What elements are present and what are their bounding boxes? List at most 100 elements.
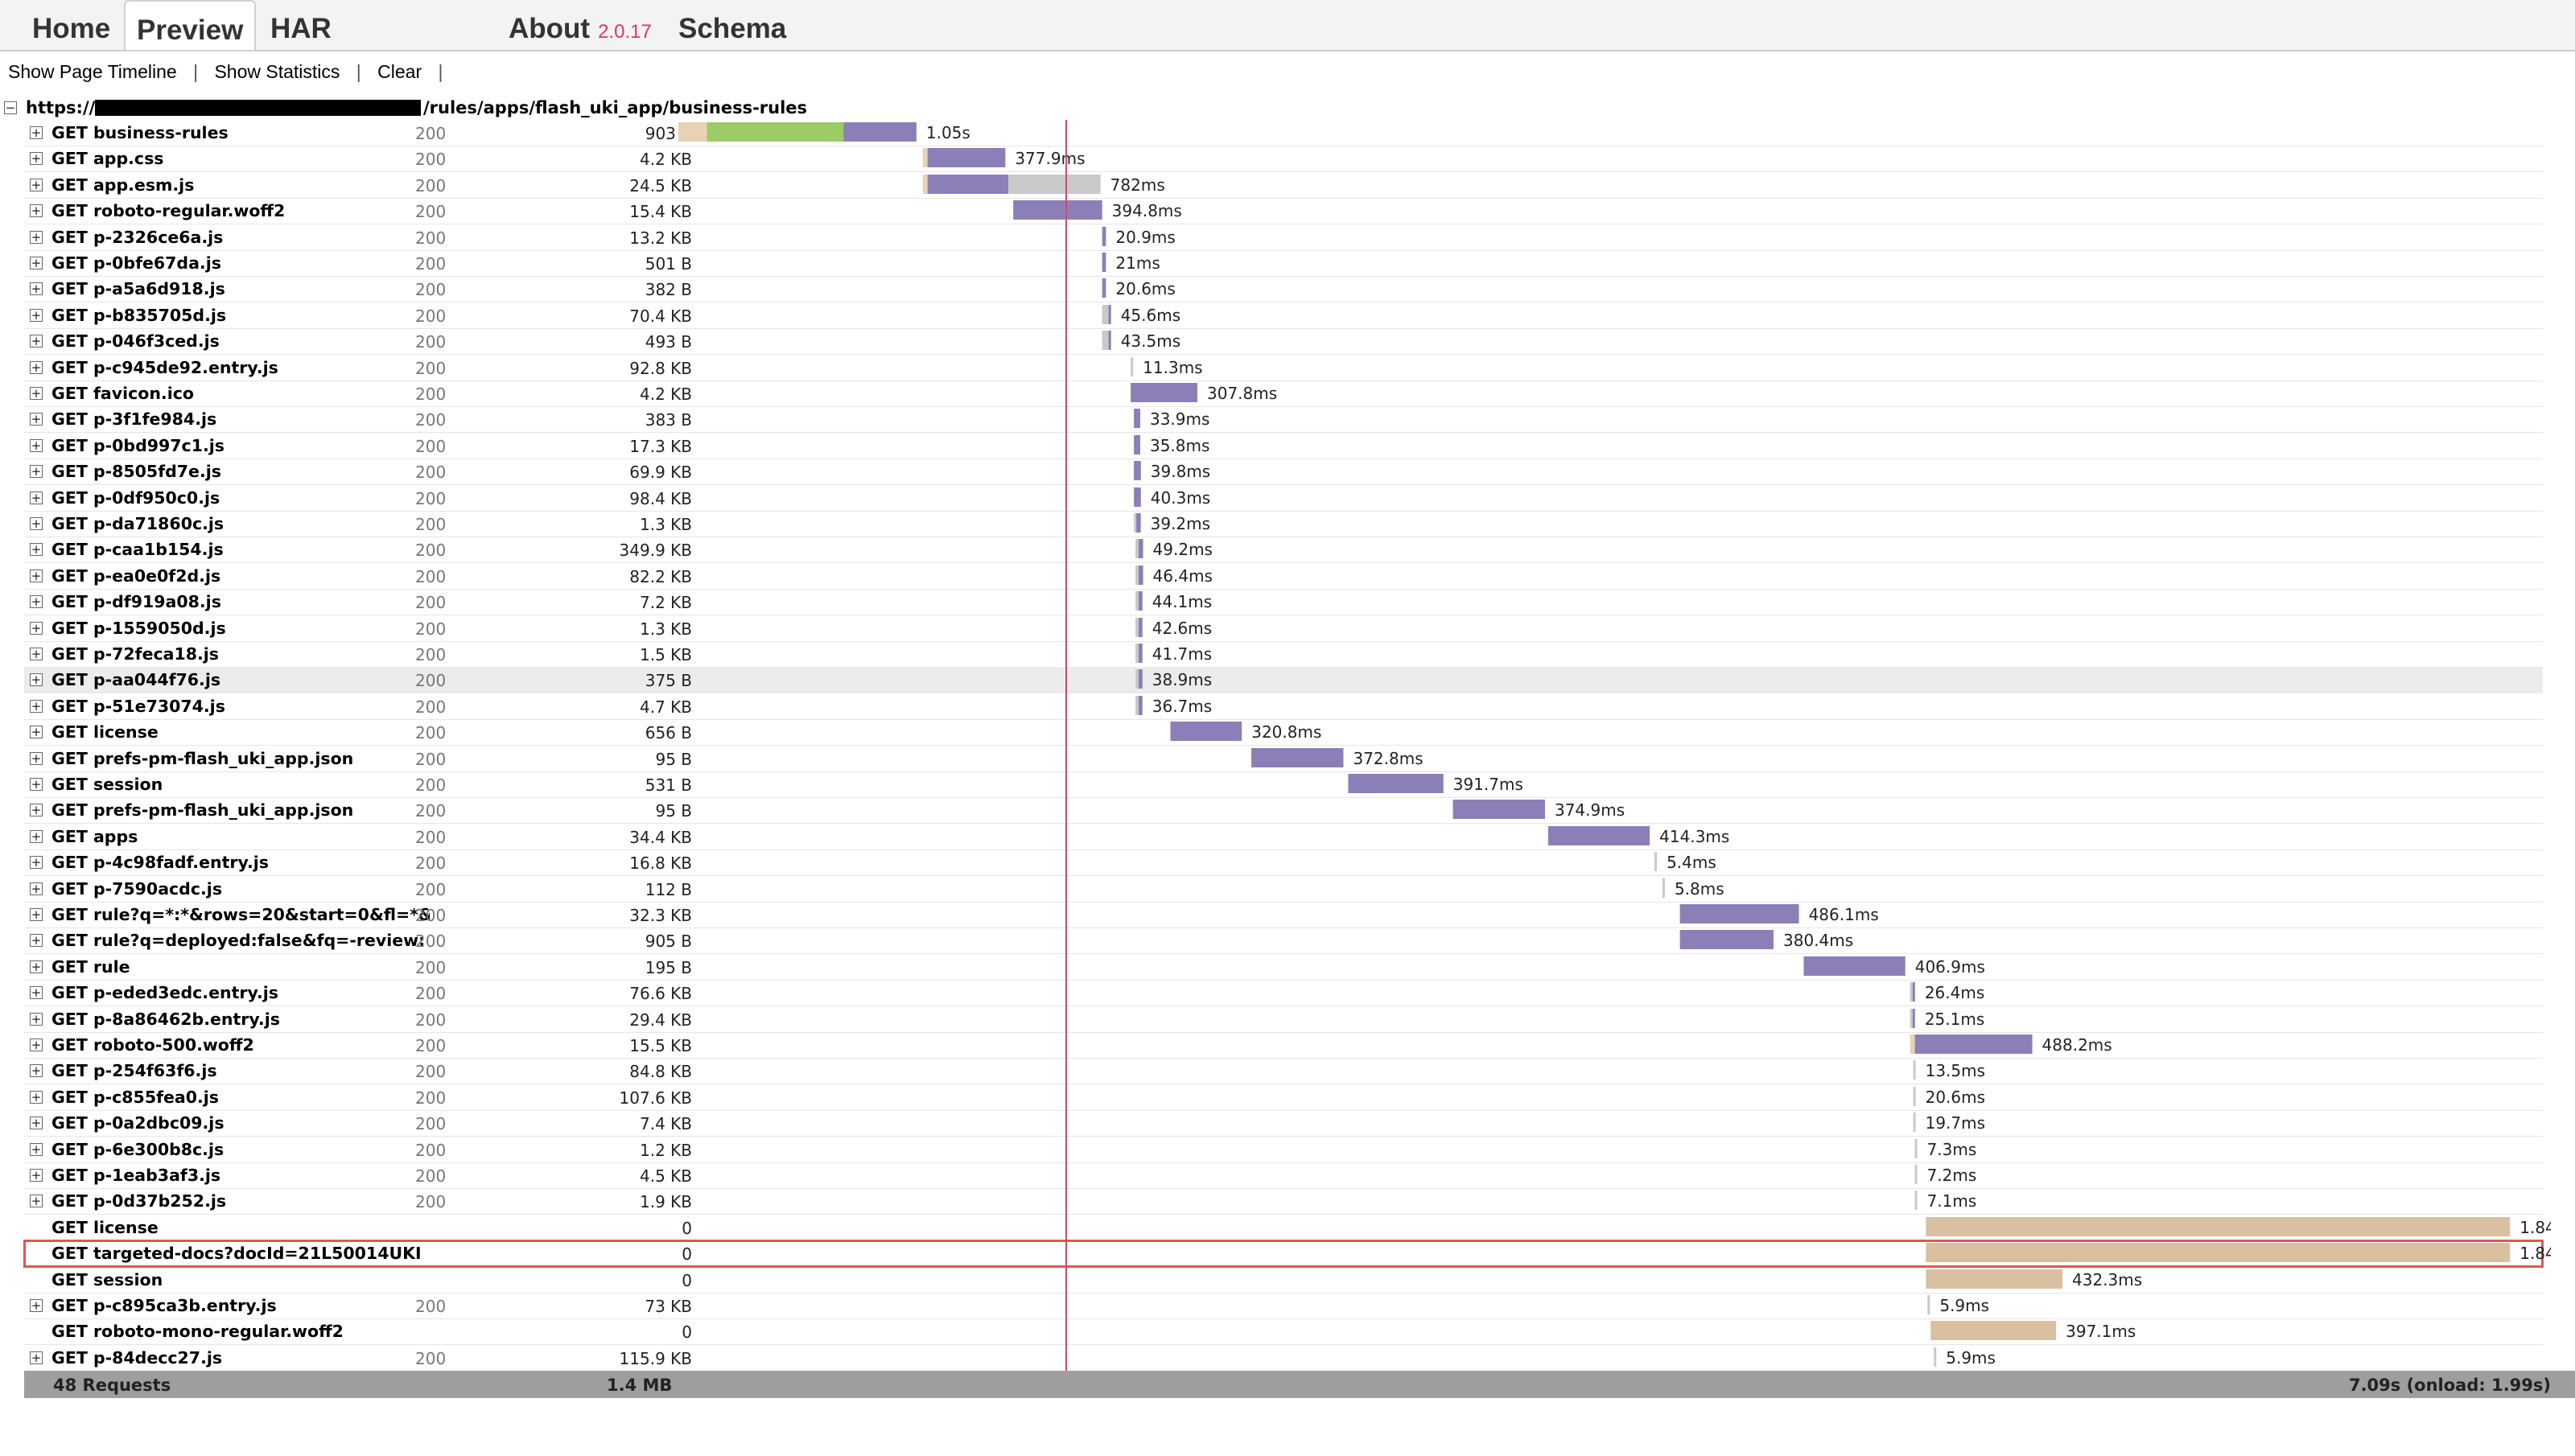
tab-preview[interactable]: Preview: [124, 0, 257, 50]
request-row[interactable]: + GET rule 200 195 B 406.9ms: [24, 954, 2543, 981]
request-row[interactable]: + GET p-254f63f6.js 200 84.8 KB 13.5ms: [24, 1058, 2543, 1085]
show-page-timeline-link[interactable]: Show Page Timeline: [8, 61, 177, 82]
request-row[interactable]: + GET apps 200 34.4 KB 414.3ms: [24, 824, 2543, 850]
request-row[interactable]: + GET p-caa1b154.js 200 349.9 KB 49.2ms: [24, 537, 2543, 564]
request-row[interactable]: GET targeted-docs?docId=21L50014UKI 0 1.84…: [23, 1240, 2551, 1269]
request-row[interactable]: + GET p-6e300b8c.js 200 1.2 KB 7.3ms: [24, 1137, 2543, 1163]
expand-icon[interactable]: +: [30, 125, 43, 140]
expand-icon[interactable]: +: [30, 594, 43, 610]
request-row[interactable]: + GET p-8a86462b.entry.js 200 29.4 KB 25.1ms: [24, 1006, 2543, 1033]
request-row[interactable]: + GET p-046f3ced.js 200 493 B 43.5ms: [24, 328, 2543, 356]
expand-icon[interactable]: +: [30, 334, 43, 349]
request-row[interactable]: + GET p-1eab3af3.js 200 4.5 KB 7.2ms: [24, 1162, 2543, 1189]
expand-icon[interactable]: +: [30, 412, 43, 427]
expand-icon[interactable]: +: [30, 516, 43, 531]
tab-home[interactable]: Home: [32, 13, 111, 44]
expand-icon[interactable]: +: [30, 464, 43, 479]
expand-icon[interactable]: +: [30, 1194, 43, 1209]
request-row[interactable]: + GET p-0a2dbc09.js 200 7.4 KB 19.7ms: [24, 1110, 2543, 1137]
expand-icon[interactable]: +: [30, 620, 43, 635]
expand-icon[interactable]: +: [30, 933, 43, 948]
request-row[interactable]: + GET p-7590acdc.js 200 112 B 5.8ms: [24, 876, 2543, 903]
expand-icon[interactable]: +: [30, 256, 43, 270]
request-row[interactable]: + GET p-84decc27.js 200 115.9 KB 5.9ms: [24, 1345, 2543, 1372]
expand-icon[interactable]: +: [30, 985, 43, 1001]
collapse-icon[interactable]: −: [4, 101, 17, 115]
expand-icon[interactable]: +: [30, 751, 43, 766]
request-row[interactable]: + GET p-4c98fadf.entry.js 200 16.8 KB 5.4ms: [24, 849, 2543, 877]
request-row[interactable]: + GET p-c855fea0.js 200 107.6 KB 20.6ms: [24, 1084, 2543, 1111]
request-row[interactable]: GET session 0 432.3ms: [24, 1267, 2543, 1294]
request-row[interactable]: + GET p-0bfe67da.js 200 501 B 21ms: [24, 250, 2543, 277]
clear-link[interactable]: Clear: [377, 61, 422, 82]
request-row[interactable]: + GET app.css 200 4.2 KB 377.9ms: [24, 146, 2543, 173]
request-row[interactable]: + GET p-72feca18.js 200 1.5 KB 41.7ms: [24, 641, 2543, 668]
request-row[interactable]: GET license 0 1.84s: [24, 1215, 2551, 1241]
request-row[interactable]: + GET p-ea0e0f2d.js 200 82.2 KB 46.4ms: [24, 563, 2543, 590]
expand-icon[interactable]: +: [30, 1298, 43, 1313]
expand-icon[interactable]: +: [30, 881, 43, 896]
expand-icon[interactable]: +: [30, 1089, 43, 1104]
request-row[interactable]: GET roboto-mono-regular.woff2 0 397.1ms: [24, 1318, 2543, 1346]
expand-icon[interactable]: +: [30, 229, 43, 245]
expand-icon[interactable]: +: [30, 777, 43, 792]
expand-icon[interactable]: +: [30, 542, 43, 557]
request-row[interactable]: + GET p-b835705d.js 200 70.4 KB 45.6ms: [24, 302, 2543, 329]
expand-icon[interactable]: +: [30, 647, 43, 661]
request-row[interactable]: + GET prefs-pm-flash_uki_app.json 200 95 B 3…: [24, 746, 2543, 772]
request-row[interactable]: + GET p-0d37b252.js 200 1.9 KB 7.1ms: [24, 1188, 2543, 1215]
expand-icon[interactable]: +: [30, 829, 43, 844]
request-row[interactable]: + GET p-c895ca3b.entry.js 200 73 KB 5.9ms: [24, 1293, 2543, 1319]
tab-har[interactable]: HAR: [270, 13, 332, 44]
expand-icon[interactable]: +: [30, 360, 43, 375]
expand-icon[interactable]: +: [30, 1168, 43, 1182]
request-row[interactable]: + GET app.esm.js 200 24.5 KB 782ms: [24, 172, 2543, 199]
request-row[interactable]: + GET roboto-500.woff2 200 15.5 KB 488.2ms: [24, 1032, 2543, 1059]
expand-icon[interactable]: +: [30, 1011, 43, 1026]
expand-icon[interactable]: +: [30, 1063, 43, 1079]
show-statistics-link[interactable]: Show Statistics: [214, 61, 340, 82]
request-row[interactable]: + GET favicon.ico 200 4.2 KB 307.8ms: [24, 380, 2543, 407]
expand-icon[interactable]: +: [30, 1038, 43, 1052]
expand-icon[interactable]: +: [30, 151, 43, 167]
expand-icon[interactable]: +: [30, 177, 43, 192]
expand-icon[interactable]: +: [30, 490, 43, 505]
request-row[interactable]: + GET p-da71860c.js 200 1.3 KB 39.2ms: [24, 511, 2543, 537]
expand-icon[interactable]: +: [30, 959, 43, 974]
tab-schema[interactable]: Schema: [678, 13, 787, 44]
expand-icon[interactable]: +: [30, 907, 43, 922]
request-row[interactable]: + GET business-rules 200 903 B 1.05s: [24, 120, 2543, 146]
request-row[interactable]: + GET rule?q=deployed:false&fq=-review: 20…: [24, 927, 2543, 955]
request-row[interactable]: + GET p-a5a6d918.js 200 382 B 20.6ms: [24, 276, 2543, 303]
request-row[interactable]: + GET p-2326ce6a.js 200 13.2 KB 20.9ms: [24, 224, 2543, 251]
request-row[interactable]: + GET p-1559050d.js 200 1.3 KB 42.6ms: [24, 615, 2543, 642]
expand-icon[interactable]: +: [30, 698, 43, 714]
expand-icon[interactable]: +: [30, 725, 43, 740]
request-row[interactable]: + GET session 200 531 B 391.7ms: [24, 771, 2543, 798]
expand-icon[interactable]: +: [30, 803, 43, 818]
request-row[interactable]: + GET p-0bd997c1.js 200 17.3 KB 35.8ms: [24, 433, 2543, 459]
expand-icon[interactable]: +: [30, 438, 43, 453]
tab-about[interactable]: About 2.0.17: [509, 0, 652, 50]
expand-icon[interactable]: +: [30, 855, 43, 870]
expand-icon[interactable]: +: [30, 1141, 43, 1157]
request-row[interactable]: + GET roboto-regular.woff2 200 15.4 KB 394.8…: [24, 198, 2543, 225]
expand-icon[interactable]: +: [30, 1350, 43, 1365]
request-row[interactable]: + GET license 200 656 B 320.8ms: [24, 719, 2543, 747]
request-row[interactable]: + GET rule?q=*:*&rows=20&start=0&fl=*& 200…: [24, 902, 2543, 928]
expand-icon[interactable]: +: [30, 307, 43, 323]
expand-icon[interactable]: +: [30, 568, 43, 583]
request-row[interactable]: + GET p-8505fd7e.js 200 69.9 KB 39.8ms: [24, 459, 2543, 486]
request-row[interactable]: + GET p-eded3edc.entry.js 200 76.6 KB 26.4ms: [24, 980, 2543, 1007]
expand-icon[interactable]: +: [30, 1116, 43, 1131]
request-row[interactable]: + GET p-0df950c0.js 200 98.4 KB 40.3ms: [24, 485, 2543, 512]
request-row[interactable]: + GET p-3f1fe984.js 200 383 B 33.9ms: [24, 406, 2543, 434]
expand-icon[interactable]: +: [30, 282, 43, 297]
request-row[interactable]: + GET p-51e73074.js 200 4.7 KB 36.7ms: [24, 693, 2543, 720]
expand-icon[interactable]: +: [30, 204, 43, 219]
expand-icon[interactable]: +: [30, 386, 43, 401]
request-row[interactable]: + GET prefs-pm-flash_uki_app.json 200 95 B 3…: [24, 797, 2543, 825]
request-row[interactable]: + GET p-c945de92.entry.js 200 92.8 KB 11.3ms: [24, 355, 2543, 381]
request-row[interactable]: + GET p-df919a08.js 200 7.2 KB 44.1ms: [24, 589, 2543, 616]
